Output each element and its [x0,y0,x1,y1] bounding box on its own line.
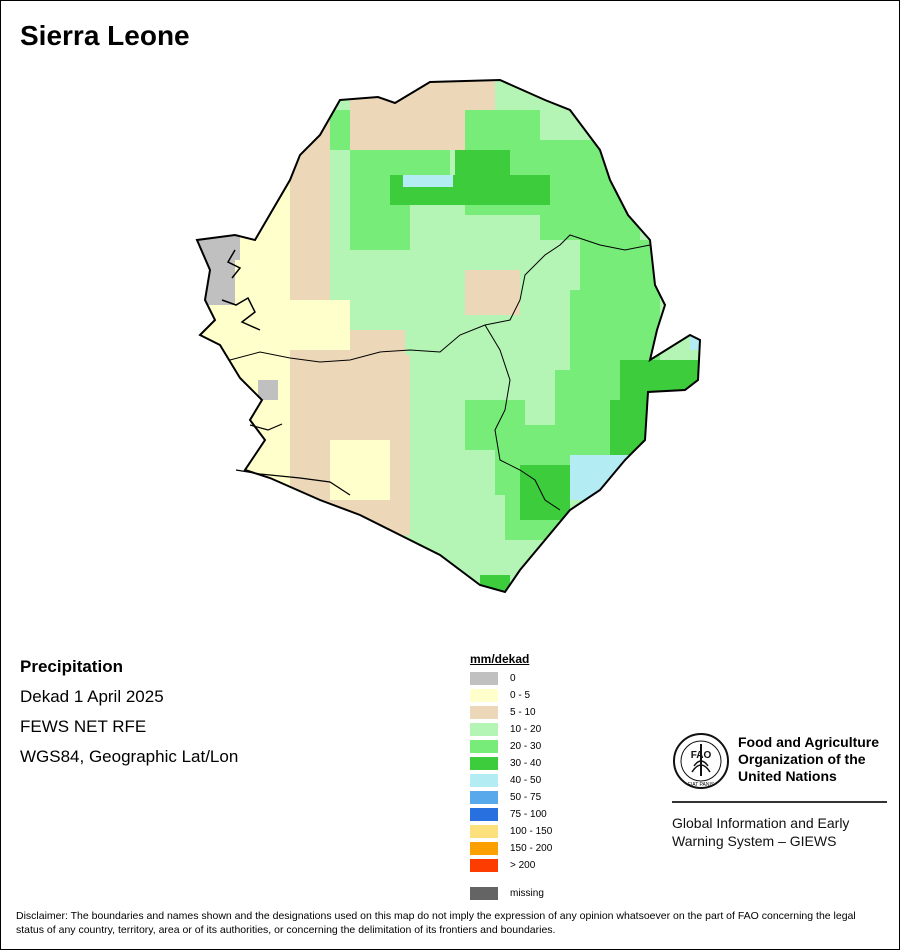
disclaimer: Disclaimer: The boundaries and names sho… [16,910,856,936]
legend-swatch [470,723,498,736]
legend-label: 100 - 150 [510,826,553,837]
rain-zone [540,140,640,240]
legend-item: 50 - 75 [470,789,552,806]
country-border [195,78,702,594]
legend-label: 30 - 40 [510,758,542,769]
fao-emblem-icon: FAO FIAT PANIS [673,733,729,789]
logo-divider [672,801,887,803]
rain-zone [465,270,520,315]
legend-swatch [470,887,498,900]
estuary-outline [226,249,242,279]
legend-swatch [470,689,498,702]
legend-swatch [470,740,498,753]
legend-label: 50 - 75 [510,792,542,803]
rainfall-grid [197,80,700,592]
legend-item: missing [470,885,552,902]
legend-label: 150 - 200 [510,843,553,854]
legend-item: 30 - 40 [470,755,552,772]
fao-org-name: Food and Agriculture Organization of the… [738,734,880,784]
precipitation-map [195,78,702,594]
legend-label: > 200 [510,860,536,871]
rain-zone [570,455,630,500]
source-label: FEWS NET RFE [20,717,147,736]
period-label: Dekad 1 April 2025 [20,687,164,706]
legend-swatch [470,808,498,821]
rain-zone [330,440,390,500]
map-info: Precipitation Dekad 1 April 2025 FEWS NE… [20,656,238,776]
legend-label: 75 - 100 [510,809,547,820]
legend-label: 0 [510,673,516,684]
legend-swatch [470,791,498,804]
legend-swatch [470,757,498,770]
legend-swatch [470,706,498,719]
legend-swatch [470,672,498,685]
rain-zone [403,175,453,187]
legend-swatch [470,825,498,838]
legend-label: 5 - 10 [510,707,536,718]
legend: mm/dekad 0 0 - 5 5 - 10 10 - 20 20 - 30 30 - … [470,652,552,902]
legend-item: 150 - 200 [470,840,552,857]
legend-label: 10 - 20 [510,724,542,735]
legend-item: 75 - 100 [470,806,552,823]
legend-label: missing [510,888,544,899]
projection-label: WGS84, Geographic Lat/Lon [20,747,239,766]
legend-label: 20 - 30 [510,741,542,752]
legend-swatch [470,774,498,787]
emblem-letters: FAO [691,750,712,761]
legend-item: 0 [470,670,552,687]
estuary-outline [221,296,261,331]
legend-swatch [470,842,498,855]
variable-label: Precipitation [20,657,123,676]
legend-gap [470,874,552,885]
legend-item: 40 - 50 [470,772,552,789]
legend-label: 40 - 50 [510,775,542,786]
rain-zone [430,80,495,110]
rain-zone [258,380,278,400]
emblem-motto: FIAT PANIS [688,782,715,788]
rain-zone [290,300,350,350]
fao-logo-block: FAO FIAT PANIS Food and Agriculture Orga… [672,732,887,849]
province-boundary [484,324,561,511]
legend-item: 5 - 10 [470,704,552,721]
legend-item: 20 - 30 [470,738,552,755]
rain-zone [690,330,700,350]
legend-label: 0 - 5 [510,690,531,701]
estuary-outline [249,423,283,431]
legend-item: > 200 [470,857,552,874]
rain-zone [610,400,650,460]
rain-zone [330,110,350,150]
legend-swatch [470,859,498,872]
rain-zone [520,465,570,520]
legend-rows: 0 0 - 5 5 - 10 10 - 20 20 - 30 30 - 40 40 - 50… [470,670,552,902]
giews-name: Global Information and Early Warning Sys… [672,815,850,849]
estuary-outline [235,469,351,496]
legend-item: 10 - 20 [470,721,552,738]
legend-item: 100 - 150 [470,823,552,840]
map-title: Sierra Leone [20,20,190,51]
legend-unit: mm/dekad [470,652,530,666]
legend-item: 0 - 5 [470,687,552,704]
